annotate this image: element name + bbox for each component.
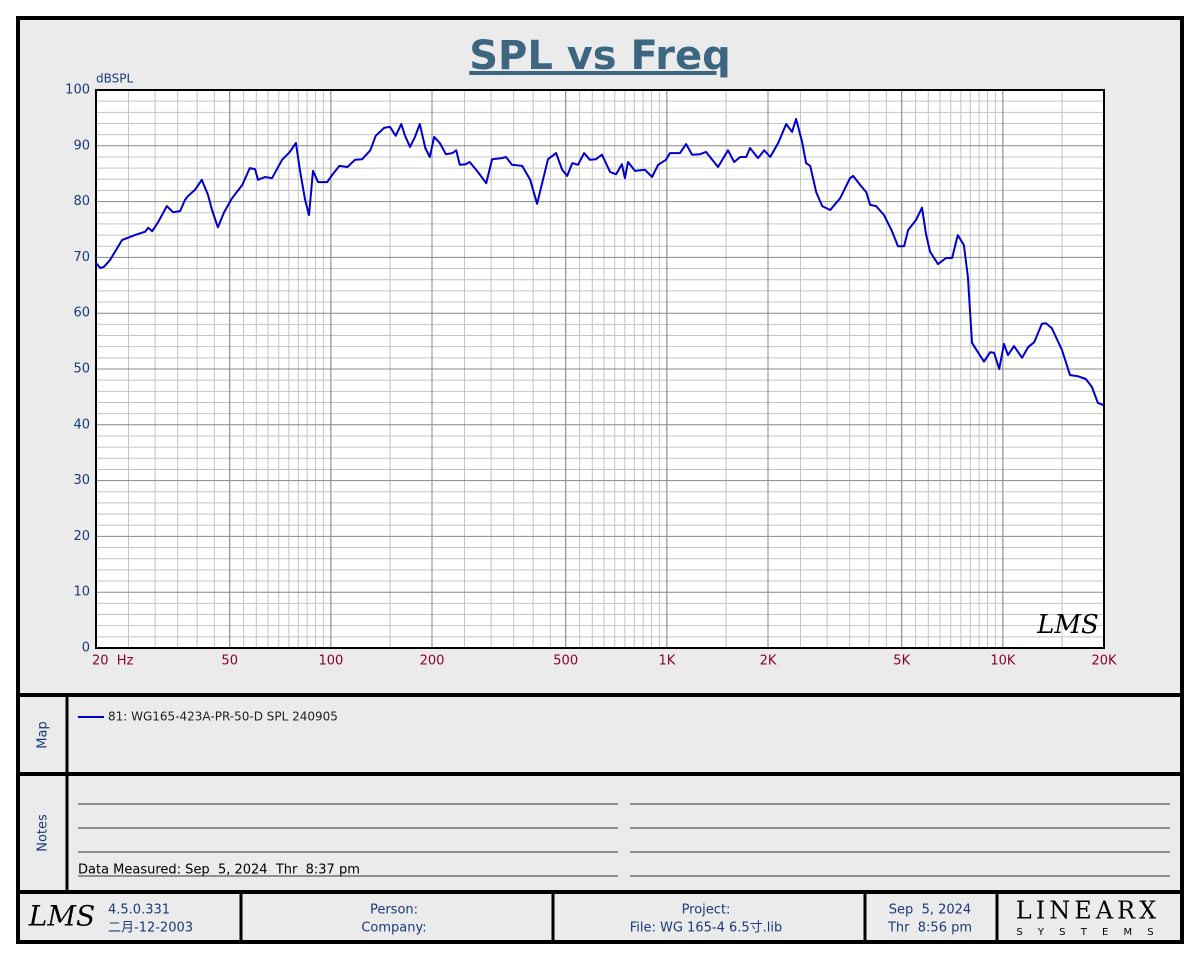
x-tick-label: 20K xyxy=(1091,654,1117,669)
note-lines xyxy=(78,803,1170,877)
marks xyxy=(95,118,1105,407)
x-tick-label: 10K xyxy=(990,654,1016,669)
brand-sub: S Y S T E M S xyxy=(1016,927,1159,938)
y-tick-label: 60 xyxy=(73,306,90,321)
y-tick-label: 40 xyxy=(73,417,90,432)
y-tick-label: 100 xyxy=(65,83,90,98)
y-tick-label: 90 xyxy=(73,138,90,153)
y-axis-label: dBSPL xyxy=(96,72,133,86)
build-date: 二月-12-2003 xyxy=(108,921,193,936)
y-tick-label: 50 xyxy=(73,362,90,377)
date: Sep 5, 2024 xyxy=(889,903,971,918)
y-tick-label: 80 xyxy=(73,194,90,209)
measured-note: Data Measured: Sep 5, 2024 Thr 8:37 pm xyxy=(78,863,360,878)
x-tick-label: 50 xyxy=(221,654,238,669)
legend-label: 81: WG165-423A-PR-50-D SPL 240905 xyxy=(108,710,338,724)
y-tick-label: 20 xyxy=(73,529,90,544)
time: Thr 8:56 pm xyxy=(887,921,972,936)
footer-logo: LMS xyxy=(28,900,95,933)
y-tick-label: 30 xyxy=(73,473,90,488)
chart-title: SPL vs Freq xyxy=(469,33,731,79)
grid xyxy=(95,89,1105,649)
footer-cells xyxy=(239,892,999,942)
x-tick-label: 1K xyxy=(658,654,675,669)
y-tick-label: 10 xyxy=(73,585,90,600)
person: Person: xyxy=(370,903,418,918)
x-tick-label: 2K xyxy=(760,654,777,669)
version: 4.5.0.331 xyxy=(108,903,170,918)
x-tick-label: 100 xyxy=(318,654,343,669)
company: Company: xyxy=(361,921,426,936)
y-tick-label: 0 xyxy=(82,641,90,656)
x-tick-label: 20 Hz xyxy=(92,654,134,669)
y-tick-label: 70 xyxy=(73,250,90,265)
map-label: Map xyxy=(36,721,51,748)
notes-label: Notes xyxy=(36,814,51,852)
plot-border xyxy=(95,89,1105,649)
watermark: LMS xyxy=(1036,610,1099,640)
x-tick-label: 200 xyxy=(420,654,445,669)
project: Project: xyxy=(682,903,731,918)
brand: LINEARX xyxy=(1016,897,1160,925)
file: File: WG 165-4 6.5寸.lib xyxy=(630,921,783,936)
series-line xyxy=(95,118,1105,407)
x-tick-label: 500 xyxy=(553,654,578,669)
x-tick-label: 5K xyxy=(893,654,910,669)
